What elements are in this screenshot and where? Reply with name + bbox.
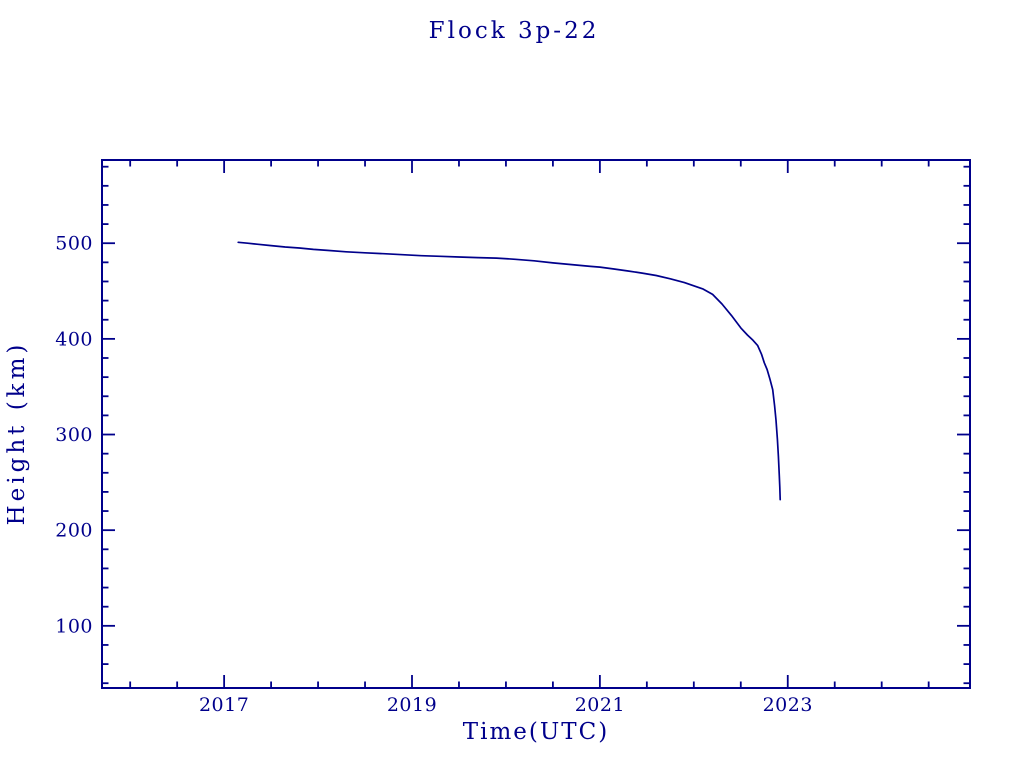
chart-title: Flock 3p-22	[429, 18, 600, 44]
y-tick-label: 400	[55, 328, 93, 350]
y-tick-label: 500	[55, 233, 93, 255]
x-axis-title: Time(UTC)	[463, 719, 609, 745]
x-tick-label: 2023	[763, 694, 813, 716]
y-axis-title: Height (km)	[4, 341, 30, 526]
y-tick-label: 200	[55, 520, 93, 542]
plot-area: 2017 2019 2021 2023 100 200 300 400 500	[55, 159, 971, 716]
x-tick-label: 2017	[199, 694, 249, 716]
plot-border	[101, 159, 971, 689]
height-decay-line	[237, 241, 782, 501]
y-tick-label: 100	[55, 615, 93, 637]
y-tick-label: 300	[55, 424, 93, 446]
x-tick-label: 2021	[575, 694, 625, 716]
x-tick-label: 2019	[387, 694, 437, 716]
